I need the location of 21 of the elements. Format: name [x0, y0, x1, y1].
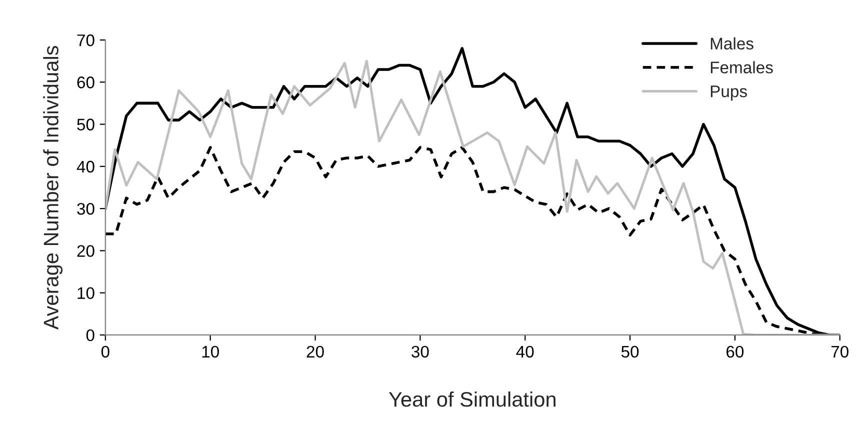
- x-tick-label: 40: [516, 346, 534, 358]
- y-tick-label: 50: [77, 118, 94, 130]
- x-tick-label: 50: [621, 346, 639, 358]
- x-tick-label: 60: [726, 346, 744, 358]
- y-axis-title: Average Number of Individuals: [43, 46, 63, 330]
- legend-label: Pups: [710, 86, 747, 101]
- legend-label: Males: [710, 37, 754, 50]
- y-tick-label: 0: [86, 329, 94, 342]
- y-tick-label: 20: [77, 245, 94, 257]
- y-tick-label: 30: [77, 202, 94, 215]
- y-tick-label: 60: [77, 76, 94, 88]
- legend-label: Females: [710, 61, 773, 74]
- x-tick-label: 20: [306, 346, 324, 358]
- y-tick-label: 40: [76, 160, 94, 173]
- x-axis-title: Year of Simulation: [388, 391, 556, 407]
- x-tick-label: 30: [412, 346, 429, 358]
- x-tick-label: 0: [101, 346, 110, 358]
- y-tick-label: 10: [78, 287, 94, 300]
- x-tick-label: 70: [831, 346, 848, 358]
- y-tick-label: 70: [77, 34, 94, 46]
- x-tick-label: 10: [202, 346, 219, 358]
